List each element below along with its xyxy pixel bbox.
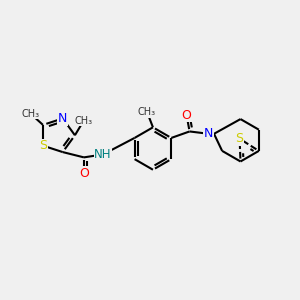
Text: CH₃: CH₃ <box>138 107 156 117</box>
Text: S: S <box>236 132 244 145</box>
Text: O: O <box>79 167 89 180</box>
Text: N: N <box>204 127 213 140</box>
Text: N: N <box>58 112 68 125</box>
Text: CH₃: CH₃ <box>22 109 40 119</box>
Text: S: S <box>39 139 47 152</box>
Text: O: O <box>182 109 192 122</box>
Text: CH₃: CH₃ <box>75 116 93 126</box>
Text: NH: NH <box>94 148 112 161</box>
